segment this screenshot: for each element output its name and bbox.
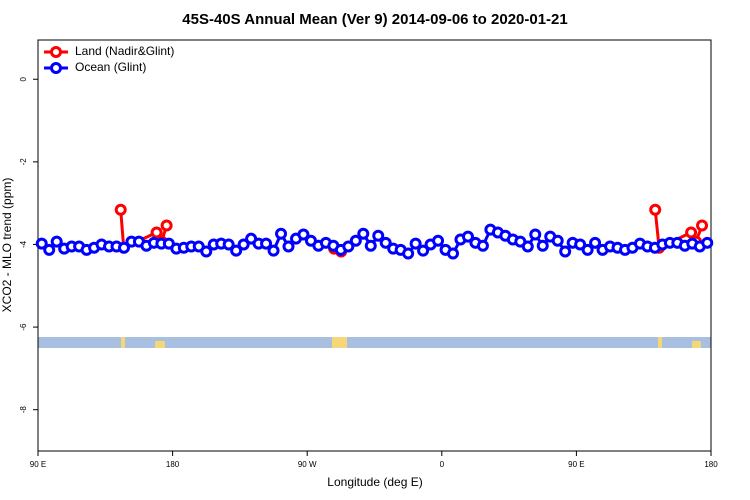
data-point — [50, 235, 63, 248]
y-tick-label: -2 — [19, 158, 28, 166]
y-tick-label: -6 — [19, 323, 28, 331]
x-tick-label: 90 W — [298, 460, 317, 469]
x-tick-label: 90 E — [568, 460, 584, 469]
data-point — [521, 240, 534, 253]
legend-marker — [50, 62, 62, 74]
data-point — [222, 238, 235, 251]
data-point — [150, 226, 163, 239]
data-point — [461, 230, 474, 243]
data-point — [701, 236, 714, 249]
data-point — [372, 229, 385, 242]
data-point — [529, 228, 542, 241]
legend-label: Land (Nadir&Glint) — [75, 44, 174, 58]
y-tick-label: -8 — [19, 406, 28, 414]
data-point — [447, 247, 460, 260]
data-point — [581, 243, 594, 256]
data-point — [696, 219, 709, 232]
data-point — [357, 227, 370, 240]
x-tick-label: 0 — [440, 460, 445, 469]
x-tick-label: 90 E — [30, 460, 46, 469]
data-point — [476, 239, 489, 252]
data-point — [297, 228, 310, 241]
data-point — [589, 236, 602, 249]
data-point — [342, 240, 355, 253]
data-point — [417, 244, 430, 257]
data-point — [402, 247, 415, 260]
data-point — [379, 236, 392, 249]
data-point — [275, 227, 288, 240]
data-point — [349, 234, 362, 247]
y-axis-label: XCO2 - MLO trend (ppm) — [0, 178, 14, 313]
data-point — [409, 237, 422, 250]
data-point — [200, 245, 213, 258]
legend-label: Ocean (Glint) — [75, 60, 146, 74]
data-point — [282, 240, 295, 253]
x-tick-label: 180 — [704, 460, 718, 469]
data-point — [117, 241, 130, 254]
data-point — [160, 219, 173, 232]
x-tick-label: 180 — [166, 460, 180, 469]
map-strip — [38, 337, 711, 348]
data-point — [237, 238, 250, 251]
data-point — [114, 203, 127, 216]
y-tick-label: -4 — [19, 240, 28, 248]
data-point — [364, 239, 377, 252]
data-point — [260, 237, 273, 250]
data-point — [649, 203, 662, 216]
data-point — [551, 234, 564, 247]
data-point — [536, 239, 549, 252]
data-point — [685, 226, 698, 239]
chart-title: 45S-40S Annual Mean (Ver 9) 2014-09-06 t… — [182, 11, 567, 28]
data-point — [43, 243, 56, 256]
data-point — [230, 244, 243, 257]
data-point — [559, 245, 572, 258]
legend-marker — [50, 46, 62, 58]
data-point — [574, 238, 587, 251]
data-point — [432, 234, 445, 247]
data-point — [267, 244, 280, 257]
y-tick-label: 0 — [19, 76, 28, 81]
x-axis-label: Longitude (deg E) — [327, 475, 422, 489]
data-point — [35, 237, 48, 250]
